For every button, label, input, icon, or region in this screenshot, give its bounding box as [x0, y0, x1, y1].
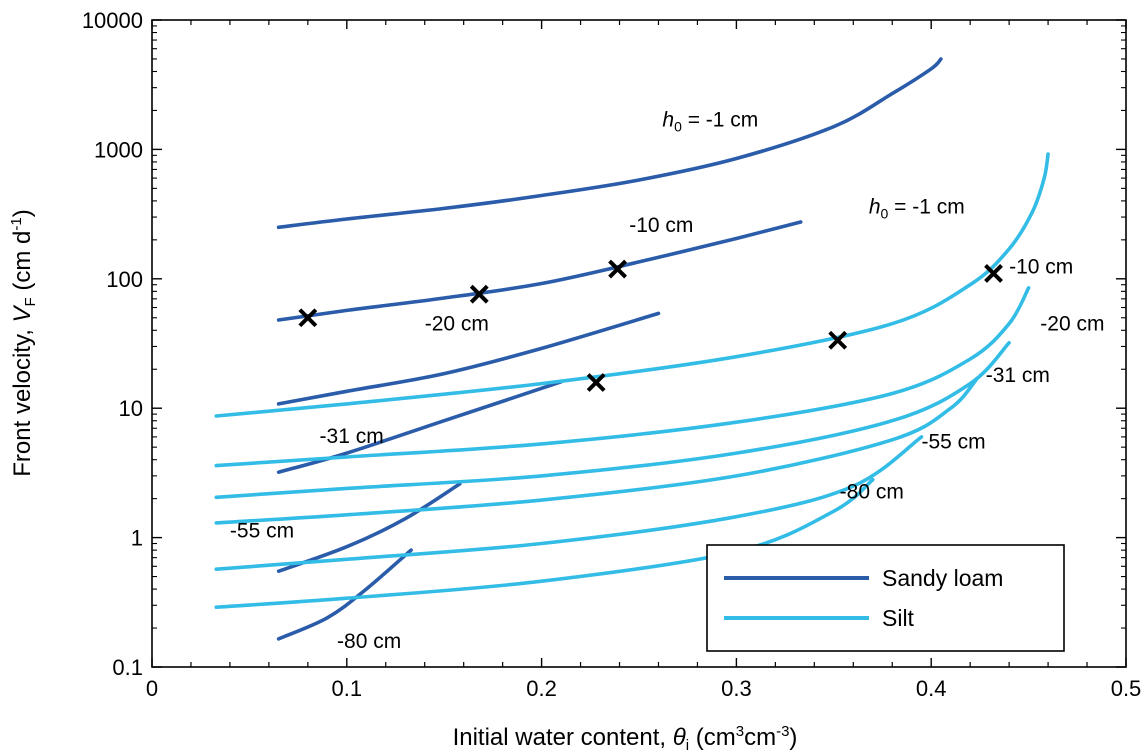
x-tick-label: 0 [146, 676, 158, 701]
series-line-sandy-loam-10-cm [276, 220, 803, 322]
data-point-marker [298, 308, 318, 328]
series-layer [214, 57, 1050, 641]
y-tick-label: 10 [119, 396, 143, 421]
y-tick-label: 100 [106, 267, 143, 292]
annotation-layer: h0 = -1 cm -10 cm -20 cm -31 cm -55 cm -80 cm… [230, 109, 1105, 653]
marker-layer [298, 259, 1003, 392]
x-tick-label: 0.4 [916, 676, 947, 701]
legend-box [706, 544, 1065, 652]
curve-annotation: -80 cm [337, 630, 401, 653]
data-point-marker [984, 264, 1003, 283]
series-line-sandy-loam-80-cm [276, 548, 413, 641]
data-point-marker [469, 284, 489, 304]
x-tick-label: 0.5 [1111, 676, 1142, 701]
curve-annotation: -55 cm [921, 430, 985, 453]
legend: Sandy loam Silt [706, 544, 1065, 652]
curve-annotation: -55 cm [230, 520, 294, 543]
series-line-silt-20-cm [214, 341, 1011, 500]
series-line-sandy-loam-1-cm [276, 57, 943, 230]
x-tick-label: 0.1 [332, 676, 363, 701]
data-point-marker [828, 330, 848, 350]
data-point-marker [608, 259, 627, 279]
curve-annotation: -31 cm [986, 364, 1050, 387]
curve-annotation: -10 cm [1009, 255, 1073, 278]
plot-frame [151, 19, 1127, 668]
curve-annotation: -20 cm [425, 312, 489, 335]
x-tick-label: 0.3 [721, 676, 752, 701]
data-point-marker [586, 373, 606, 392]
y-tick-label: 0.1 [112, 655, 143, 680]
y-tick-label: 1 [131, 526, 143, 551]
series-line-silt-1-cm [214, 152, 1050, 418]
curve-annotation: h0 = -1 cm [869, 195, 965, 221]
series-line-silt-55-cm [214, 435, 924, 571]
series-line-sandy-loam-20-cm [276, 311, 661, 406]
legend-label-silt: Silt [882, 605, 915, 631]
x-axis-title: Initial water content, θi (cm3cm-3) [453, 723, 798, 754]
series-line-silt-80-cm [214, 477, 875, 609]
legend-label-sandy-loam: Sandy loam [882, 565, 1003, 591]
curve-annotation: h0 = -1 cm [662, 109, 758, 135]
curve-annotation: -80 cm [840, 481, 904, 504]
curve-annotation: -20 cm [1040, 312, 1104, 335]
curve-annotation: -10 cm [629, 214, 693, 237]
series-line-silt-10-cm [214, 286, 1031, 468]
curve-annotation: -31 cm [320, 425, 384, 448]
series-line-silt-31-cm [214, 378, 978, 525]
series-line-sandy-loam-31-cm [276, 380, 563, 474]
y-axis-title: Front velocity, VF (cm d-1) [8, 209, 39, 476]
y-tick-label: 1000 [94, 137, 143, 162]
x-tick-label: 0.2 [526, 676, 557, 701]
y-tick-label: 10000 [82, 8, 143, 33]
